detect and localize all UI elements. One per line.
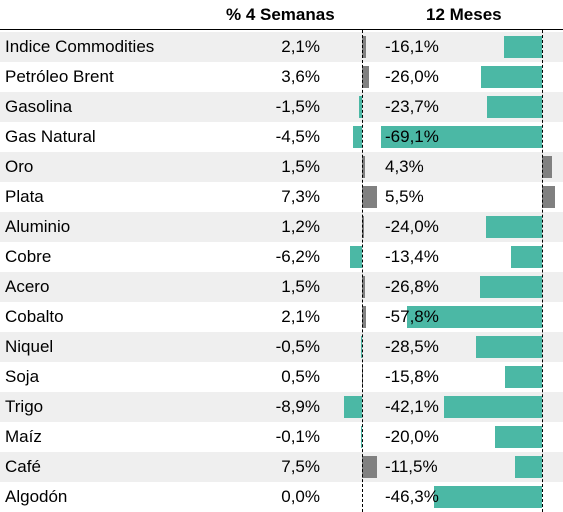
bar-12-meses bbox=[542, 156, 553, 178]
value-12-meses: 4,3% bbox=[385, 157, 424, 176]
table-row: Niquel -0,5% -28,5% bbox=[0, 332, 563, 362]
table-row: Petróleo Brent 3,6% -26,0% bbox=[0, 62, 563, 92]
table-row: Indice Commodities 2,1% -16,1% bbox=[0, 32, 563, 62]
table-row: Aluminio 1,2% -24,0% bbox=[0, 212, 563, 242]
value-4-semanas: 7,3% bbox=[281, 187, 320, 206]
table-row: Oro 1,5% 4,3% bbox=[0, 152, 563, 182]
commodity-name: Algodón bbox=[5, 487, 68, 506]
bar-4-semanas bbox=[362, 36, 367, 58]
commodity-name: Cobre bbox=[5, 247, 52, 266]
value-4-semanas: 1,2% bbox=[281, 217, 320, 236]
value-12-meses: -42,1% bbox=[385, 397, 439, 416]
value-12-meses: 5,5% bbox=[385, 187, 424, 206]
table-row: Cobre -6,2% -13,4% bbox=[0, 242, 563, 272]
value-4-semanas: 7,5% bbox=[281, 457, 320, 476]
bar-4-semanas bbox=[353, 126, 362, 148]
value-4-semanas: -1,5% bbox=[275, 97, 320, 116]
bar-12-meses bbox=[486, 216, 542, 238]
header-12-meses: 12 Meses bbox=[426, 5, 502, 24]
bar-12-meses bbox=[510, 246, 542, 268]
value-12-meses: -24,0% bbox=[385, 217, 439, 236]
value-12-meses: -16,1% bbox=[385, 37, 439, 56]
value-12-meses: -20,0% bbox=[385, 427, 439, 446]
bar-12-meses bbox=[486, 96, 542, 118]
commodity-name: Indice Commodities bbox=[5, 37, 155, 56]
commodity-name: Soja bbox=[5, 367, 40, 386]
bar-4-semanas bbox=[362, 306, 367, 328]
commodity-name: Gas Natural bbox=[5, 127, 96, 146]
commodity-name: Aluminio bbox=[5, 217, 71, 236]
bar-4-semanas bbox=[362, 456, 377, 478]
value-12-meses: -69,1% bbox=[385, 127, 439, 146]
bar-4-semanas bbox=[361, 336, 362, 358]
commodity-name: Petróleo Brent bbox=[5, 67, 114, 86]
bar-4-semanas bbox=[361, 426, 362, 448]
table-row: Algodón 0,0% -46,3% bbox=[0, 482, 563, 512]
commodity-name: Niquel bbox=[5, 337, 54, 356]
bar-12-meses bbox=[495, 426, 542, 448]
table-row: Soja 0,5% -15,8% bbox=[0, 362, 563, 392]
value-4-semanas: -6,2% bbox=[275, 247, 320, 266]
value-4-semanas: 0,5% bbox=[281, 367, 320, 386]
commodity-name: Oro bbox=[5, 157, 34, 176]
value-4-semanas: 1,5% bbox=[281, 277, 320, 296]
bar-4-semanas bbox=[359, 96, 362, 118]
value-12-meses: -57,8% bbox=[385, 307, 439, 326]
value-12-meses: -28,5% bbox=[385, 337, 439, 356]
table-row: Cobalto 2,1% -57,8% bbox=[0, 302, 563, 332]
bar-4-semanas bbox=[362, 66, 370, 88]
bar-4-semanas bbox=[349, 246, 362, 268]
value-12-meses: -13,4% bbox=[385, 247, 439, 266]
bar-12-meses bbox=[505, 366, 542, 388]
value-4-semanas: 2,1% bbox=[281, 307, 320, 326]
value-4-semanas: 2,1% bbox=[281, 37, 320, 56]
value-4-semanas: -8,9% bbox=[275, 397, 320, 416]
table-row: Trigo -8,9% -42,1% bbox=[0, 392, 563, 422]
value-12-meses: -26,0% bbox=[385, 67, 439, 86]
bar-4-semanas bbox=[344, 396, 362, 418]
bar-12-meses bbox=[515, 456, 542, 478]
commodity-name: Trigo bbox=[5, 397, 44, 416]
value-12-meses: -15,8% bbox=[385, 367, 439, 386]
table-row: Gas Natural -4,5% -69,1% bbox=[0, 122, 563, 152]
commodity-name: Cobalto bbox=[5, 307, 64, 326]
value-12-meses: -23,7% bbox=[385, 97, 439, 116]
table-row: Acero 1,5% -26,8% bbox=[0, 272, 563, 302]
header-rule bbox=[0, 29, 563, 30]
value-12-meses: -46,3% bbox=[385, 487, 439, 506]
table-row: Gasolina -1,5% -23,7% bbox=[0, 92, 563, 122]
zero-axis-4-semanas bbox=[362, 30, 363, 512]
commodity-name: Acero bbox=[5, 277, 50, 296]
value-12-meses: -26,8% bbox=[385, 277, 439, 296]
commodity-name: Café bbox=[5, 457, 41, 476]
value-4-semanas: 3,6% bbox=[281, 67, 320, 86]
bar-4-semanas bbox=[362, 216, 365, 238]
commodity-name: Maíz bbox=[5, 427, 42, 446]
bar-12-meses bbox=[481, 66, 542, 88]
bar-12-meses bbox=[443, 396, 542, 418]
bar-4-semanas bbox=[362, 276, 365, 298]
header-4-semanas: % 4 Semanas bbox=[226, 5, 335, 24]
bar-12-meses bbox=[434, 486, 542, 508]
bar-12-meses bbox=[504, 36, 542, 58]
commodity-name: Gasolina bbox=[5, 97, 73, 116]
bar-12-meses bbox=[380, 126, 542, 148]
bar-12-meses bbox=[475, 336, 542, 358]
bar-4-semanas bbox=[362, 186, 377, 208]
table-row: Café 7,5% -11,5% bbox=[0, 452, 563, 482]
bar-12-meses bbox=[542, 186, 555, 208]
table-row: Plata 7,3% 5,5% bbox=[0, 182, 563, 212]
value-12-meses: -11,5% bbox=[385, 457, 438, 476]
commodity-name: Plata bbox=[5, 187, 44, 206]
table-row: Maíz -0,1% -20,0% bbox=[0, 422, 563, 452]
zero-axis-12-meses bbox=[542, 30, 543, 512]
value-4-semanas: -4,5% bbox=[275, 127, 320, 146]
value-4-semanas: -0,5% bbox=[275, 337, 320, 356]
value-4-semanas: 1,5% bbox=[281, 157, 320, 176]
value-4-semanas: -0,1% bbox=[275, 427, 320, 446]
bar-12-meses bbox=[407, 306, 542, 328]
bar-4-semanas bbox=[362, 156, 365, 178]
bar-12-meses bbox=[479, 276, 542, 298]
value-4-semanas: 0,0% bbox=[281, 487, 320, 506]
